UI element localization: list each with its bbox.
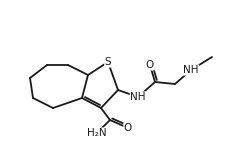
Text: O: O: [146, 60, 154, 70]
Text: NH: NH: [183, 65, 199, 75]
Text: NH: NH: [130, 92, 146, 102]
Text: H₂N: H₂N: [87, 128, 107, 138]
Text: S: S: [105, 57, 111, 67]
Text: O: O: [124, 123, 132, 133]
